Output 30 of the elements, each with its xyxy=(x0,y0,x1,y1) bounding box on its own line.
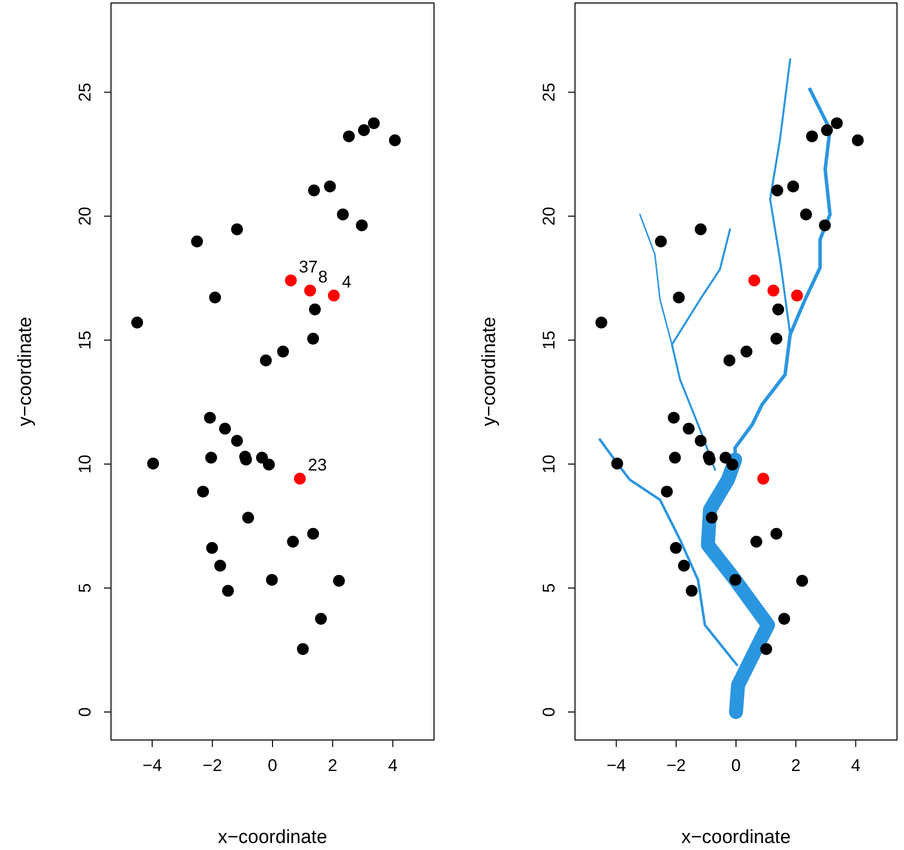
x-tick-label: 2 xyxy=(328,756,338,776)
x-tick-label: −2 xyxy=(202,756,222,776)
y-tick-label: 20 xyxy=(75,206,94,226)
y-axis-title: y−coordinate xyxy=(15,316,36,426)
x-tick-label: −2 xyxy=(666,756,686,776)
y-tick-label: 10 xyxy=(75,454,94,474)
annotation: 23 xyxy=(308,456,327,475)
x-tick-label: 0 xyxy=(268,756,278,776)
y-axis-title: y−coordinate xyxy=(479,316,500,426)
x-axis-title: x−coordinate xyxy=(218,827,328,848)
x-tick-label: 4 xyxy=(388,756,398,776)
y-tick-label: 15 xyxy=(75,330,94,350)
x-tick-label: 2 xyxy=(791,756,801,776)
annotation: 8 xyxy=(318,268,328,287)
y-tick-label: 25 xyxy=(539,82,558,102)
y-tick-label: 5 xyxy=(539,583,558,593)
y-tick-label: 5 xyxy=(75,583,94,593)
x-tick-label: −4 xyxy=(606,756,626,776)
y-tick-label: 20 xyxy=(539,206,558,226)
y-tick-label: 15 xyxy=(539,330,558,350)
y-tick-label: 25 xyxy=(75,82,94,102)
x-tick-label: 4 xyxy=(850,756,860,776)
x-tick-label: −4 xyxy=(142,756,162,776)
y-tick-label: 0 xyxy=(75,707,94,717)
x-tick-label: 0 xyxy=(731,756,741,776)
y-tick-label: 0 xyxy=(539,707,558,717)
annotation: 37 xyxy=(298,257,318,276)
y-tick-label: 10 xyxy=(539,454,558,474)
annotation: 4 xyxy=(342,272,352,292)
x-axis-title: x−coordinate xyxy=(681,827,791,848)
